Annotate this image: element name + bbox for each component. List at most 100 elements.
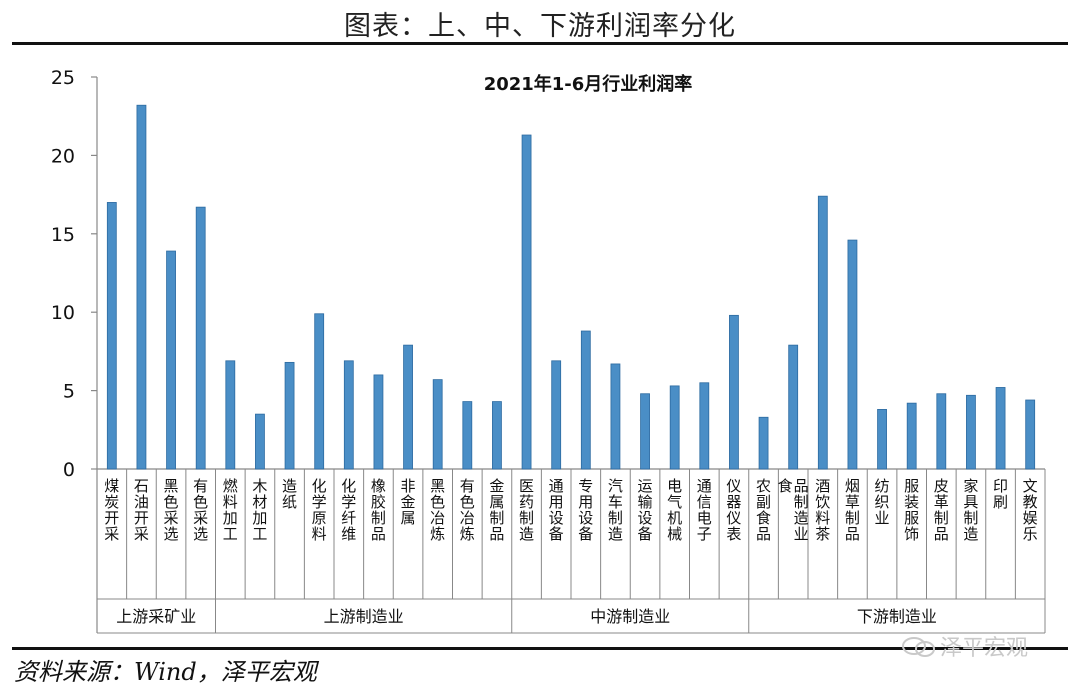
bar [640,393,650,470]
category-label-text: 橡胶制品 [371,477,386,543]
category-label: 家具制造 [963,477,978,543]
category-label: 运输设备 [638,477,653,543]
category-label: 仪器仪表 [726,477,741,543]
category-label: 文教娱乐 [1023,477,1038,543]
category-label-text: 煤炭开采 [104,477,119,543]
category-label-text: 造纸 [282,477,297,511]
y-tick-label: 25 [51,67,75,89]
category-label-text: 金属制品 [489,477,504,543]
category-label-text: 烟草制品 [845,477,860,543]
bar [462,401,473,470]
group-labels: 上游采矿业 上游制造业 中游制造业 下游制造业 [116,607,937,626]
bar [373,374,384,470]
category-label: 服装服饰 [904,477,919,543]
category-label-text: 燃料加工 [223,477,238,543]
bar [669,385,680,470]
wechat-icon [902,637,935,657]
category-labels: 煤炭开采石油开采黑色采选有色采选燃料加工木材加工造纸化学原料化学纤维橡胶制品非金… [104,477,1037,543]
category-label: 食品制造业 [778,477,809,543]
bar [729,314,739,470]
bar [906,402,917,470]
bar [788,344,799,470]
bar [877,409,887,470]
category-label: 印刷 [993,477,1008,511]
category-label: 化学原料 [312,477,327,543]
bar [255,413,265,470]
category-label: 化学纤维 [341,477,356,543]
category-label-text: 家具制造 [963,477,978,543]
category-label-text: 服装服饰 [904,477,919,543]
bar [551,360,562,470]
category-label-text: 通信电子 [697,477,712,543]
watermark: 泽平宏观 [902,630,1028,662]
category-label-text: 品制造业 [794,477,809,543]
bar [403,344,413,470]
category-label-text: 印刷 [993,477,1008,511]
bar [817,195,828,470]
chart-axes: 0 5 10 15 20 25 [51,67,1046,634]
source-note: 资料来源：Wind，泽平宏观 [14,658,317,686]
category-label: 煤炭开采 [104,477,119,543]
category-label: 非金属 [401,477,416,527]
category-label: 农副食品 [756,477,771,543]
category-label-text: 黑色冶炼 [430,477,445,543]
category-label-text: 食 [778,477,793,495]
bar [225,360,236,470]
category-label-text: 酒饮料茶 [815,477,830,543]
category-label: 木材加工 [252,477,267,543]
figure-title: 图表：上、中、下游利润率分化 [344,11,736,42]
group-label: 上游制造业 [324,607,404,626]
bar [1025,399,1036,470]
bar [936,393,947,470]
category-label: 电气机械 [667,477,682,543]
category-label-text: 医药制造 [519,477,534,543]
bar [995,387,1006,470]
category-label: 黑色冶炼 [430,477,445,543]
category-label-text: 专用设备 [578,477,593,543]
title-rule [12,42,1068,45]
y-tick-label: 10 [51,302,75,324]
bar [432,379,443,470]
category-label-text: 化学纤维 [341,477,356,543]
bar [580,330,591,470]
bar [284,361,295,470]
bar [166,250,176,470]
category-label-text: 有色冶炼 [460,477,475,543]
category-label-text: 皮革制品 [934,477,949,543]
group-label: 中游制造业 [590,607,670,626]
bar [314,313,325,470]
category-label-text: 通用设备 [549,477,564,543]
category-label: 黑色采选 [164,477,179,543]
category-label-text: 文教娱乐 [1023,477,1038,543]
category-label: 纺织业 [875,477,890,527]
category-label-text: 木材加工 [252,477,267,543]
category-label-text: 非金属 [401,477,416,527]
bar [343,360,354,470]
bar [758,416,769,470]
bar [106,202,117,470]
category-label: 汽车制造 [608,477,623,543]
category-label: 酒饮料茶 [815,477,830,543]
category-label: 燃料加工 [223,477,238,543]
category-label: 石油开采 [134,477,149,543]
category-label-text: 仪器仪表 [726,477,741,543]
category-label: 专用设备 [578,477,593,543]
bar [966,394,976,470]
bar [136,104,147,470]
category-label: 橡胶制品 [371,477,386,543]
bar [699,382,710,470]
category-label-text: 有色采选 [193,477,208,543]
category-label-text: 黑色采选 [164,477,179,543]
bottom-rule [12,647,1068,650]
category-label-text: 化学原料 [312,477,327,543]
y-tick-label: 15 [51,224,75,246]
bar [521,134,532,470]
category-label-text: 电气机械 [667,477,682,543]
bar [195,206,206,470]
bar [847,239,858,470]
category-label-text: 汽车制造 [608,477,623,543]
category-label: 皮革制品 [934,477,949,543]
chart-title: 2021年1-6月行业利润率 [484,73,693,95]
bar [492,401,502,470]
